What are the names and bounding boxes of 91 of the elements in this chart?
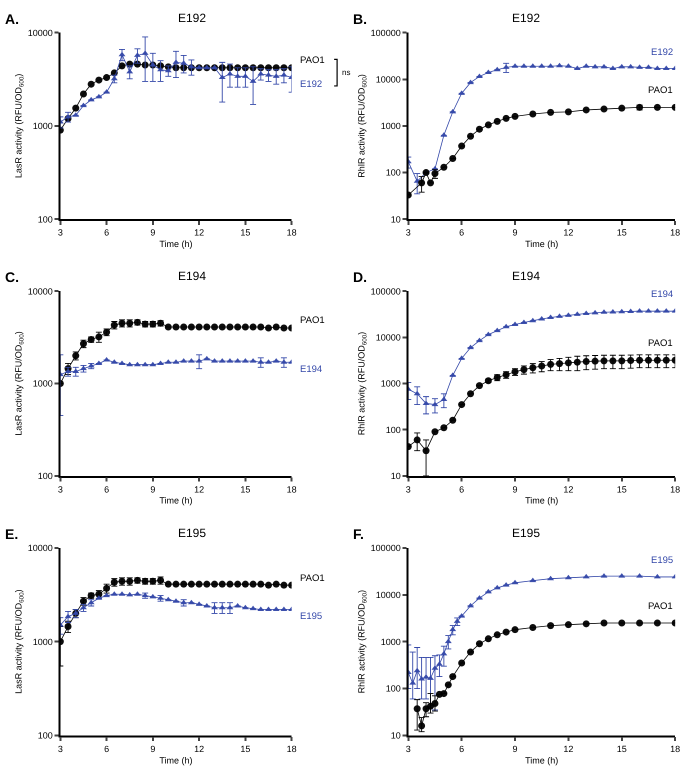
y-tick-label: 10000: [28, 543, 53, 554]
text: A.: [5, 11, 19, 27]
x-axis-title: Time (h): [525, 496, 558, 506]
y-tick-label: 100: [386, 684, 401, 694]
x-tick-label: 6: [104, 228, 110, 238]
chart-title: E192: [512, 11, 540, 25]
y-tick-label: 1000: [380, 378, 401, 389]
x-tick-label: 15: [240, 484, 250, 494]
x-tick-label: 9: [512, 484, 518, 494]
x-tick-label: 18: [286, 484, 297, 494]
y-tick-label: 100: [38, 214, 53, 224]
y-tick-label: 1000: [32, 121, 53, 132]
text: B.: [353, 11, 367, 27]
y-tick-label: 1000: [380, 636, 401, 647]
x-tick-label: 6: [459, 744, 464, 754]
text: C.: [5, 269, 19, 285]
x-tick-label: 9: [150, 228, 156, 238]
x-tick-label: 12: [563, 228, 574, 238]
x-tick-label: 15: [240, 744, 250, 754]
x-axis-title: Time (h): [525, 755, 558, 766]
x-tick-label: 9: [150, 744, 156, 754]
x-tick-label: 18: [286, 744, 297, 754]
x-tick-label: 18: [670, 484, 680, 494]
text: D.: [353, 269, 367, 285]
series-label: PAO1: [648, 85, 673, 96]
x-tick-label: 9: [512, 228, 518, 238]
x-axis-title: Time (h): [159, 239, 193, 250]
chart-title: E195: [512, 526, 540, 540]
x-tick-label: 3: [58, 228, 63, 238]
x-tick-label: 18: [670, 228, 680, 238]
y-tick-label: 100000: [370, 286, 401, 296]
x-tick-label: 9: [512, 744, 518, 754]
x-tick-label: 3: [406, 228, 411, 238]
series-label: PAO1: [300, 55, 325, 66]
x-tick-label: 3: [58, 484, 63, 494]
y-tick-label: 100: [38, 730, 53, 741]
x-tick-label: 15: [616, 484, 627, 494]
y-tick-label: 100000: [370, 543, 401, 554]
series-label: E194: [651, 289, 674, 300]
x-tick-label: 9: [150, 484, 156, 494]
chart-title: E192: [178, 11, 206, 25]
x-tick-label: 15: [616, 228, 627, 238]
y-tick-label: 1000: [32, 378, 53, 389]
y-tick-label: 100000: [370, 28, 401, 38]
text: F.: [353, 526, 364, 542]
x-tick-label: 15: [240, 228, 250, 238]
x-tick-label: 3: [406, 484, 411, 494]
x-tick-label: 18: [286, 228, 297, 238]
series-label: PAO1: [300, 315, 325, 326]
x-axis-title: Time (h): [525, 239, 558, 250]
series-label: PAO1: [300, 573, 325, 584]
y-tick-label: 1000: [32, 636, 53, 647]
x-tick-label: 15: [616, 744, 627, 754]
series-label: PAO1: [648, 601, 673, 612]
x-tick-label: 6: [104, 744, 110, 754]
text: E.: [5, 526, 18, 542]
series-label: E192: [300, 79, 322, 90]
x-tick-label: 18: [670, 744, 680, 754]
y-tick-label: 10000: [376, 332, 401, 343]
y-tick-label: 100: [386, 168, 401, 178]
chart-title: E194: [512, 269, 540, 283]
y-tick-label: 100: [386, 424, 401, 435]
chart-title: E194: [178, 269, 206, 283]
x-axis-title: Time (h): [159, 755, 193, 766]
y-tick-label: 100: [38, 470, 53, 481]
x-tick-label: 6: [459, 484, 464, 494]
y-tick-label: 10: [390, 730, 401, 741]
y-tick-label: 10: [390, 470, 401, 481]
legend-label: E194: [300, 364, 322, 375]
x-tick-label: 3: [406, 744, 411, 754]
y-tick-label: 1000: [380, 121, 401, 132]
y-tick-label: 10000: [376, 590, 401, 600]
x-tick-label: 12: [563, 744, 574, 754]
x-tick-label: 12: [194, 484, 204, 494]
series-label: E192: [651, 47, 674, 58]
chart-title: E195: [178, 526, 206, 540]
y-tick-label: 10000: [376, 74, 401, 84]
y-tick-label: 10000: [28, 28, 53, 38]
x-tick-label: 6: [459, 228, 464, 238]
x-tick-label: 12: [194, 744, 204, 754]
text: ns: [342, 68, 350, 77]
x-tick-label: 12: [194, 228, 204, 238]
series-label: E195: [651, 555, 674, 566]
y-tick-label: 10000: [28, 286, 53, 296]
y-tick-label: 10: [390, 214, 401, 224]
legend-label: E195: [300, 611, 322, 622]
x-tick-label: 6: [104, 484, 110, 494]
x-tick-label: 3: [58, 744, 63, 754]
series-label: PAO1: [648, 338, 673, 349]
x-tick-label: 12: [563, 484, 574, 494]
x-axis-title: Time (h): [159, 496, 193, 506]
